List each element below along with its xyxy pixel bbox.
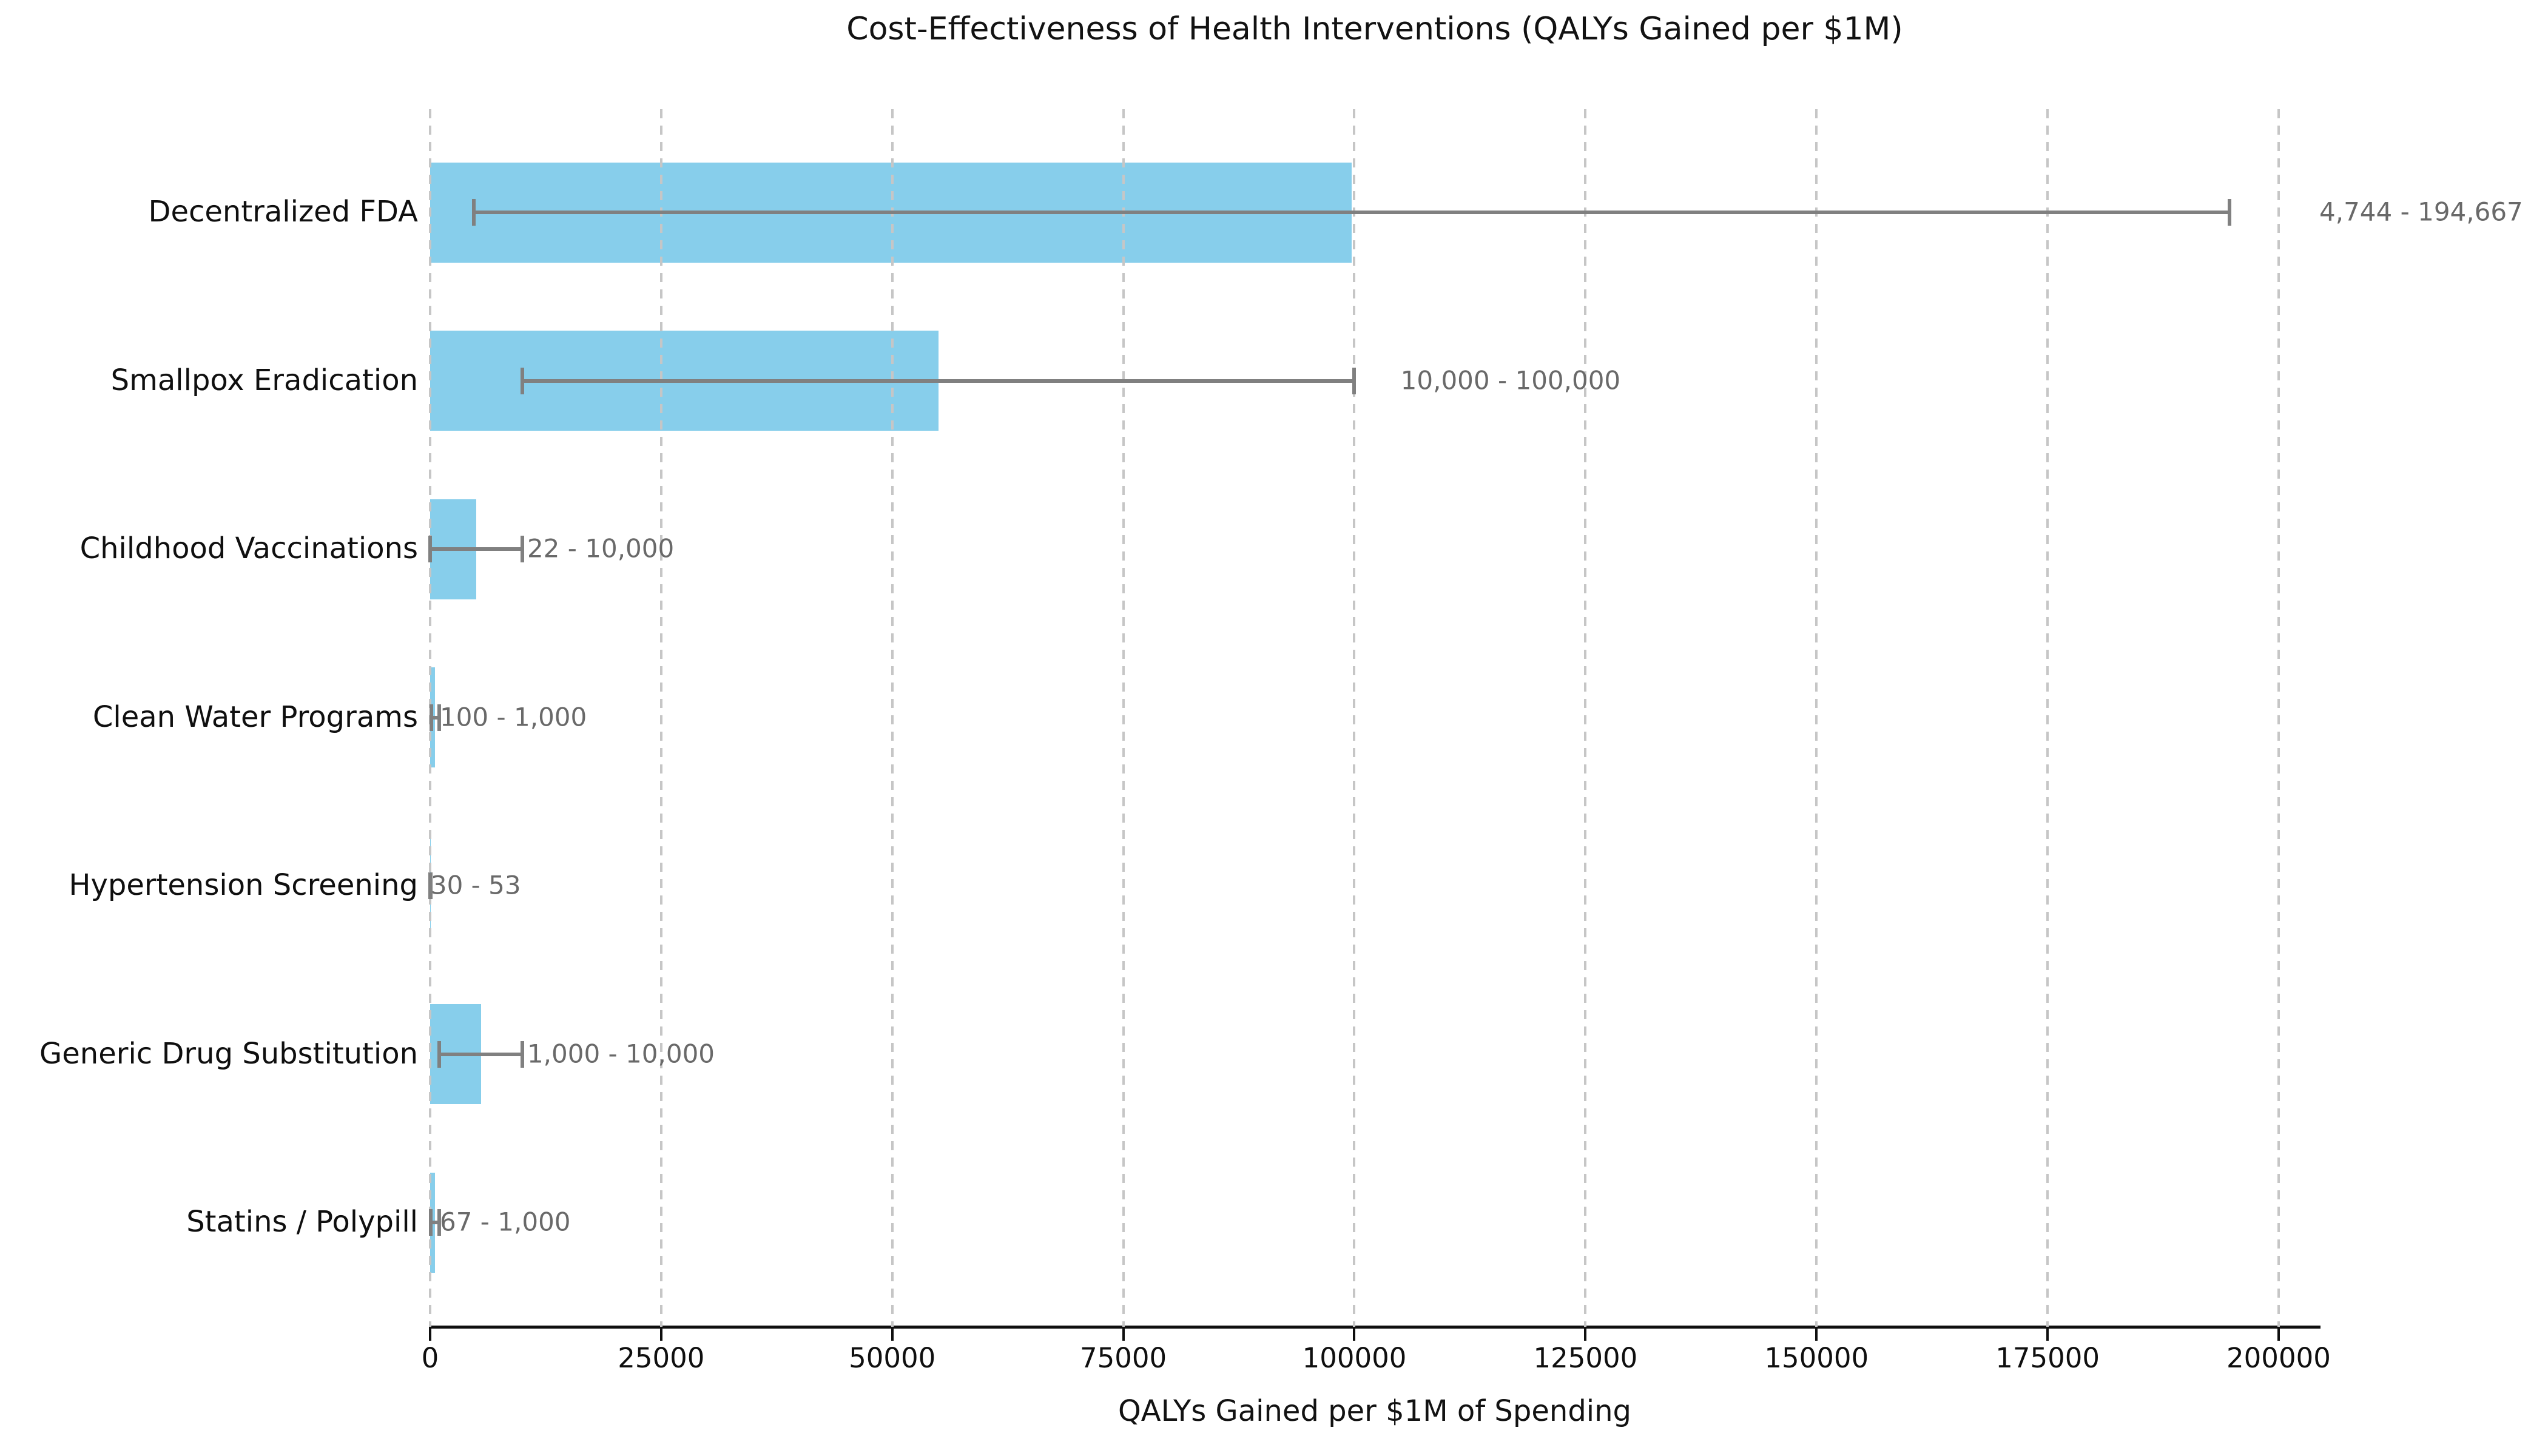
category-label: Generic Drug Substitution — [39, 1036, 418, 1071]
x-tick-mark — [2277, 1329, 2280, 1341]
x-axis-label: QALYs Gained per $1M of Spending — [1117, 1394, 1632, 1428]
gridline — [1815, 109, 1818, 1327]
error-bar-cap — [2227, 199, 2231, 226]
error-bar-cap — [437, 1209, 442, 1236]
range-label: 67 - 1,000 — [439, 1207, 571, 1237]
range-label: 10,000 - 100,000 — [1400, 365, 1621, 396]
x-tick-label: 0 — [421, 1342, 439, 1374]
range-label: 4,744 - 194,667 — [2319, 197, 2523, 227]
category-label: Decentralized FDA — [148, 194, 419, 229]
gridline — [659, 109, 662, 1327]
error-bar-cap — [429, 704, 433, 731]
error-bar-line — [431, 715, 440, 720]
x-tick-label: 125000 — [1533, 1342, 1638, 1374]
x-tick-mark — [1584, 1329, 1587, 1341]
gridline — [1584, 109, 1587, 1327]
gridline — [891, 109, 894, 1327]
x-tick-label: 50000 — [849, 1342, 936, 1374]
range-label: 30 - 53 — [430, 870, 521, 900]
error-bar-cap — [428, 872, 433, 899]
x-tick-mark — [659, 1329, 662, 1341]
x-tick-mark — [1122, 1329, 1125, 1341]
x-tick-label: 150000 — [1764, 1342, 1869, 1374]
x-tick-mark — [2046, 1329, 2049, 1341]
category-label: Clean Water Programs — [92, 699, 418, 734]
plot-area: 4,744 - 194,667 10,000 - 100,000 22 - 10,0… — [428, 109, 2523, 1327]
range-label: 22 - 10,000 — [527, 533, 675, 564]
error-bar-cap — [472, 199, 476, 226]
x-tick-label: 200000 — [2226, 1342, 2331, 1374]
error-bar-cap — [521, 536, 525, 562]
range-label: 100 - 1,000 — [439, 702, 587, 732]
gridline — [1122, 109, 1125, 1327]
error-bar-line — [439, 1052, 523, 1056]
x-tick-mark — [1815, 1329, 1818, 1341]
range-label: 1,000 - 10,000 — [527, 1039, 715, 1069]
error-bar-cap — [437, 1040, 442, 1068]
chart-title: Cost-Effectiveness of Health Interventio… — [846, 11, 1903, 47]
x-tick-label: 100000 — [1302, 1342, 1407, 1374]
x-tick-label: 25000 — [618, 1342, 705, 1374]
gridline — [2046, 109, 2049, 1327]
error-bar-cap — [428, 536, 433, 562]
category-label: Smallpox Eradication — [110, 363, 418, 397]
gridline — [2277, 109, 2280, 1327]
x-tick-mark — [1353, 1329, 1356, 1341]
x-tick-label: 75000 — [1080, 1342, 1167, 1374]
x-tick-label: 175000 — [1995, 1342, 2100, 1374]
error-bar-cap — [1352, 367, 1357, 394]
category-label: Hypertension Screening — [69, 868, 418, 902]
error-bar-line — [474, 211, 2230, 214]
error-bar-cap — [521, 367, 525, 394]
x-tick-mark — [891, 1329, 894, 1341]
category-label: Statins / Polypill — [186, 1204, 418, 1239]
error-bar-line — [430, 547, 523, 551]
error-bar-cap — [437, 704, 442, 731]
error-bar-cap — [521, 1040, 525, 1068]
gridline — [1353, 109, 1356, 1327]
error-bar-line — [522, 379, 1355, 383]
error-bar-line — [431, 1221, 440, 1224]
category-label: Childhood Vaccinations — [79, 531, 418, 565]
x-tick-mark — [429, 1329, 431, 1341]
x-axis-line — [429, 1326, 2320, 1329]
error-bar-cap — [429, 1209, 433, 1236]
